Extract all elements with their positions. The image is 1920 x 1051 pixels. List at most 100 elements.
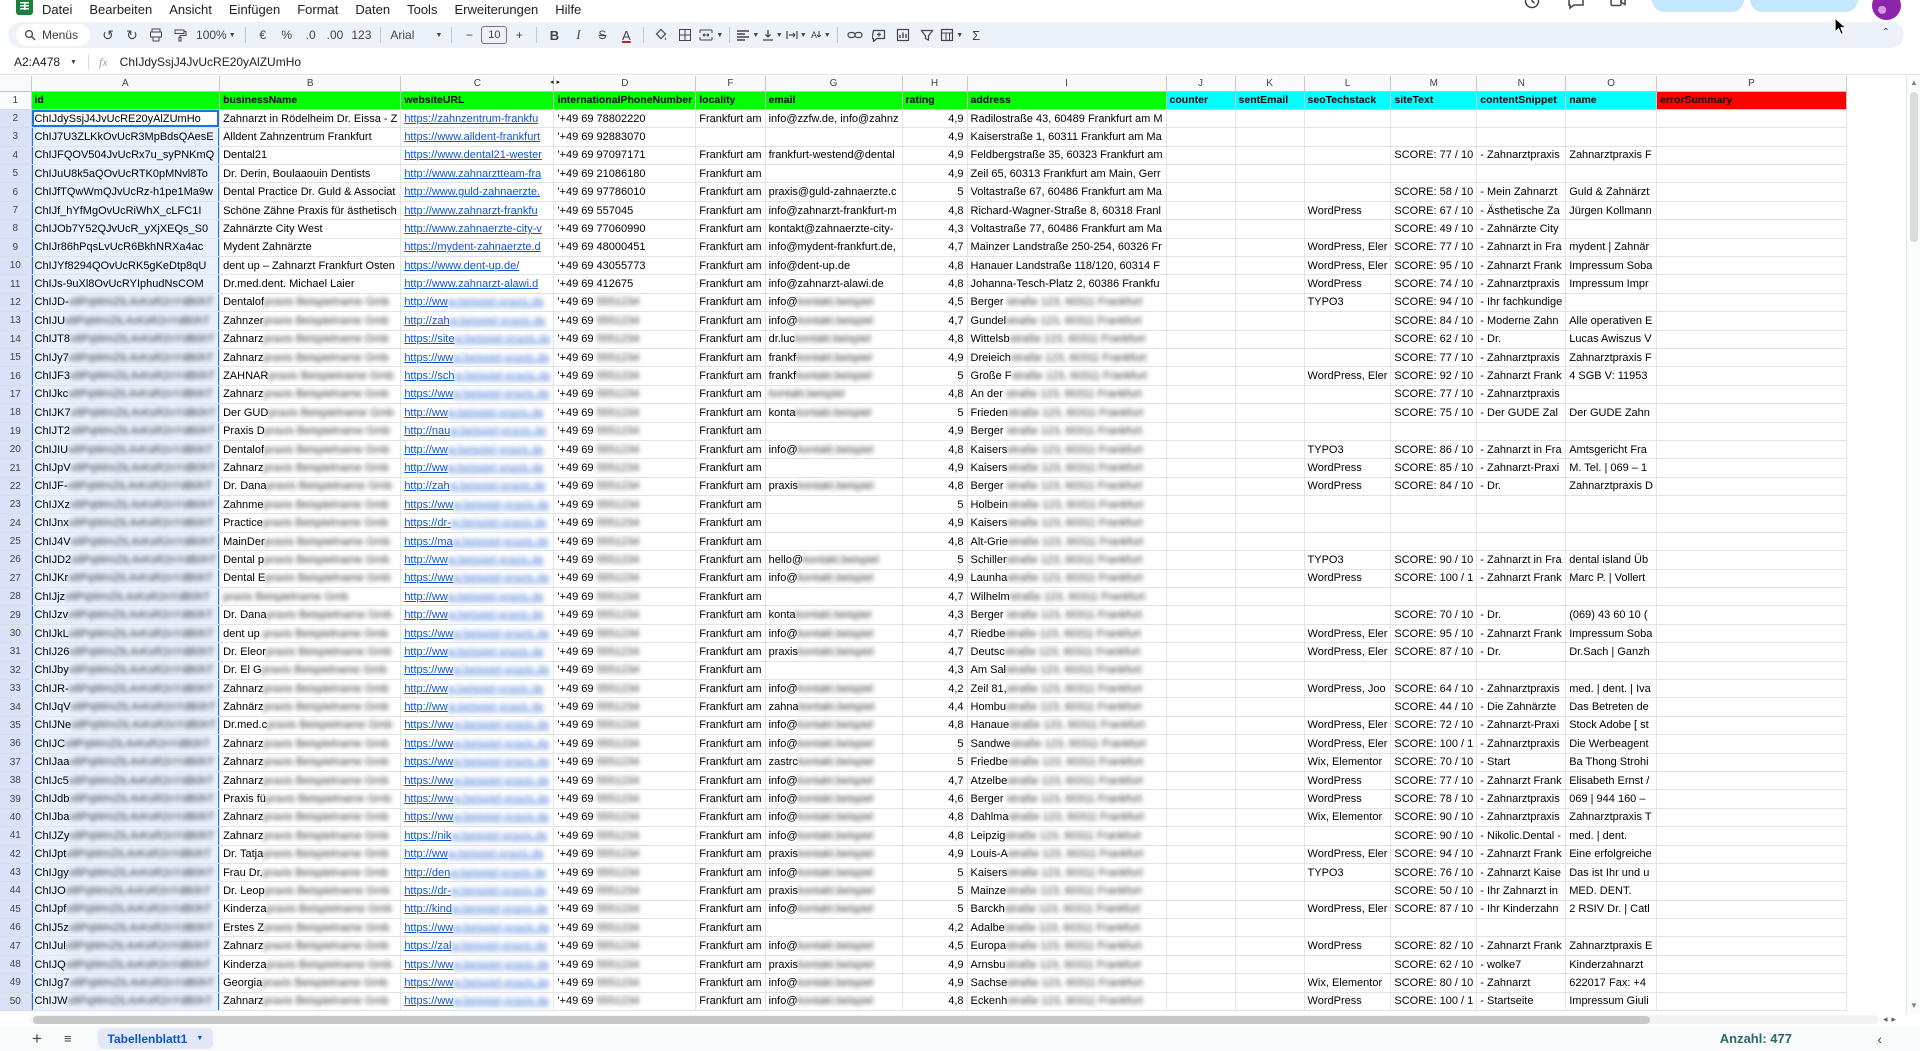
vertical-scrollbar[interactable]: ▲ ▼: [1906, 76, 1920, 1013]
row-header-6[interactable]: 6: [0, 182, 32, 202]
cell-B38[interactable]: Zahnarzpraxis Beispielname Gmb: [219, 771, 402, 791]
cell-C30[interactable]: https://www.beispiel-praxis.de: [400, 624, 555, 644]
cell-D11[interactable]: '+49 69 412675: [553, 274, 697, 294]
cell-K43[interactable]: [1235, 863, 1305, 883]
cell-C40[interactable]: https://www.beispiel-praxis.de: [400, 808, 555, 828]
cell-C24[interactable]: https://dr-w.beispiel-praxis.de: [400, 513, 555, 533]
cell-L40[interactable]: Wix, Elementor: [1304, 808, 1392, 828]
cell-P9[interactable]: [1656, 238, 1847, 258]
cell-O9[interactable]: mydent | Zahnär: [1565, 238, 1657, 258]
cell-D21[interactable]: '+49 69 5551234: [553, 458, 697, 478]
cell-C31[interactable]: http://www.beispiel-praxis.de: [400, 642, 555, 662]
cell-A22[interactable]: ChIJF-x8PqWmZtL4vKsR2nYdB0hT: [31, 477, 221, 497]
cell-F7[interactable]: Frankfurt am: [695, 201, 766, 221]
cell-D4[interactable]: '+49 69 97097171: [553, 146, 697, 166]
row-header-16[interactable]: 16: [0, 366, 32, 386]
cell-G16[interactable]: frankfkontakt.beispiel: [765, 366, 903, 386]
cell-A40[interactable]: ChIJbax8PqWmZtL4vKsR2nYdB0hT: [31, 808, 221, 828]
cell-O12[interactable]: [1565, 293, 1657, 313]
cell-K26[interactable]: [1235, 550, 1305, 570]
cell-P27[interactable]: [1656, 569, 1847, 589]
cell-M20[interactable]: SCORE: 86 / 10: [1390, 440, 1478, 460]
cell-B3[interactable]: Alldent Zahnzentrum Frankfurt: [219, 127, 402, 147]
cell-G49[interactable]: info@kontakt.beispiel: [765, 973, 903, 993]
cell-D36[interactable]: '+49 69 5551234: [553, 734, 697, 754]
row-header-37[interactable]: 37: [0, 753, 32, 772]
cell-C7[interactable]: http://www.zahnarzt-frankfu: [400, 201, 555, 221]
cell-M9[interactable]: SCORE: 77 / 10: [1390, 238, 1478, 258]
cell-I17[interactable]: An der straße 123, 60311 Frankfurt: [967, 385, 1167, 405]
cell-G3[interactable]: [765, 127, 903, 147]
cell-K2[interactable]: [1235, 109, 1305, 129]
cell-J49[interactable]: [1166, 973, 1236, 993]
cell-B16[interactable]: ZAHNARpraxis Beispielname Gmb: [219, 366, 402, 386]
cell-G40[interactable]: info@kontakt.beispiel: [765, 808, 903, 828]
cell-A42[interactable]: ChIJptx8PqWmZtL4vKsR2nYdB0hT: [31, 845, 221, 864]
cell-K27[interactable]: [1235, 569, 1305, 589]
cell-P25[interactable]: [1656, 532, 1847, 552]
cell-N4[interactable]: - Zahnarztpraxis: [1476, 146, 1567, 166]
cell-C20[interactable]: http://www.beispiel-praxis.de: [400, 440, 555, 460]
cell-I11[interactable]: Johanna-Tesch-Platz 2, 60386 Frankfu: [967, 274, 1167, 294]
cell-B48[interactable]: Kinderzapraxis Beispielname Gmb: [219, 955, 402, 975]
row-header-45[interactable]: 45: [0, 900, 32, 920]
cell-I27[interactable]: Launhastraße 123, 60311 Frankfurt: [967, 569, 1167, 589]
cell-D12[interactable]: '+49 69 5551234: [553, 293, 697, 313]
cell-B36[interactable]: Zahnarzpraxis Beispielname Gmb: [219, 734, 402, 754]
cell-P5[interactable]: [1656, 164, 1847, 184]
cell-A43[interactable]: ChIJgyx8PqWmZtL4vKsR2nYdB0hT: [31, 863, 221, 883]
cell-J14[interactable]: [1166, 330, 1236, 349]
cell-J30[interactable]: [1166, 624, 1236, 644]
cell-K7[interactable]: [1235, 201, 1305, 221]
cell-O37[interactable]: Ba Thong Strohi: [1565, 753, 1657, 772]
cell-C9[interactable]: https://mydent-zahnaerzte.d: [400, 238, 555, 258]
cell-N17[interactable]: - Zahnarztpraxis: [1476, 385, 1567, 405]
cell-H9[interactable]: 4,7: [902, 238, 968, 258]
cell-L48[interactable]: [1304, 955, 1392, 975]
cell-F37[interactable]: Frankfurt am: [695, 753, 766, 772]
row-header-11[interactable]: 11: [0, 274, 32, 294]
cell-G18[interactable]: kontakontakt.beispiel: [765, 403, 903, 423]
cell-I35[interactable]: Hanauestraße 123, 60311 Frankfurt: [967, 716, 1167, 736]
cell-C13[interactable]: http://zahw.beispiel-praxis.de: [400, 311, 555, 331]
cell-D18[interactable]: '+49 69 5551234: [553, 403, 697, 423]
cell-G38[interactable]: info@kontakt.beispiel: [765, 771, 903, 791]
cell-K46[interactable]: [1235, 918, 1305, 938]
cell-M13[interactable]: SCORE: 84 / 10: [1390, 311, 1478, 331]
cell-link[interactable]: https://www.beispiel-praxis.de: [404, 921, 550, 934]
row-header-26[interactable]: 26: [0, 550, 32, 570]
cell-D33[interactable]: '+49 69 5551234: [553, 679, 697, 699]
column-header-D[interactable]: D: [553, 76, 697, 92]
cell-A36[interactable]: ChIJCx8PqWmZtL4vKsR2nYdB0hT: [31, 734, 221, 754]
cell-K10[interactable]: [1235, 256, 1305, 276]
cell-A21[interactable]: ChIJpVx8PqWmZtL4vKsR2nYdB0hT: [31, 458, 221, 478]
cell-D28[interactable]: '+49 69 5551234: [553, 587, 697, 607]
cell-N31[interactable]: - Dr.: [1476, 642, 1567, 662]
cell-B28[interactable]: praxis Beispielname Gmb: [219, 587, 402, 607]
cell-J18[interactable]: [1166, 403, 1236, 423]
cell-D13[interactable]: '+49 69 5551234: [553, 311, 697, 331]
cell-I38[interactable]: Atzelbestraße 123, 60311 Frankfurt: [967, 771, 1167, 791]
cell-H11[interactable]: 4,8: [902, 274, 968, 294]
row-header-35[interactable]: 35: [0, 716, 32, 736]
cell-I34[interactable]: Hombustraße 123, 60311 Frankfurt: [967, 697, 1167, 717]
cell-C25[interactable]: https://maw.beispiel-praxis.de: [400, 532, 555, 552]
cell-K18[interactable]: [1235, 403, 1305, 423]
decrease-font-size-button[interactable]: −: [465, 28, 473, 42]
cell-I43[interactable]: Kaisersstraße 123, 60311 Frankfurt: [967, 863, 1167, 883]
cell-K40[interactable]: [1235, 808, 1305, 828]
cell-O3[interactable]: [1565, 127, 1657, 147]
cell-L2[interactable]: [1304, 109, 1392, 129]
cell-M10[interactable]: SCORE: 95 / 10: [1390, 256, 1478, 276]
cell-O31[interactable]: Dr.Sach | Ganzh: [1565, 642, 1657, 662]
cell-F22[interactable]: Frankfurt am: [695, 477, 766, 497]
cell-C14[interactable]: https://sitew.beispiel-praxis.de: [400, 330, 555, 349]
cell-A26[interactable]: ChIJD2x8PqWmZtL4vKsR2nYdB0hT: [31, 550, 221, 570]
cell-P33[interactable]: [1656, 679, 1847, 699]
cell-B44[interactable]: Dr. Leoppraxis Beispielname Gmb: [219, 881, 402, 901]
cell-K36[interactable]: [1235, 734, 1305, 754]
cell-L30[interactable]: WordPress, Eler: [1304, 624, 1392, 644]
search-menus-button[interactable]: Menüs: [16, 24, 91, 46]
cell-J36[interactable]: [1166, 734, 1236, 754]
cell-F13[interactable]: Frankfurt am: [695, 311, 766, 331]
